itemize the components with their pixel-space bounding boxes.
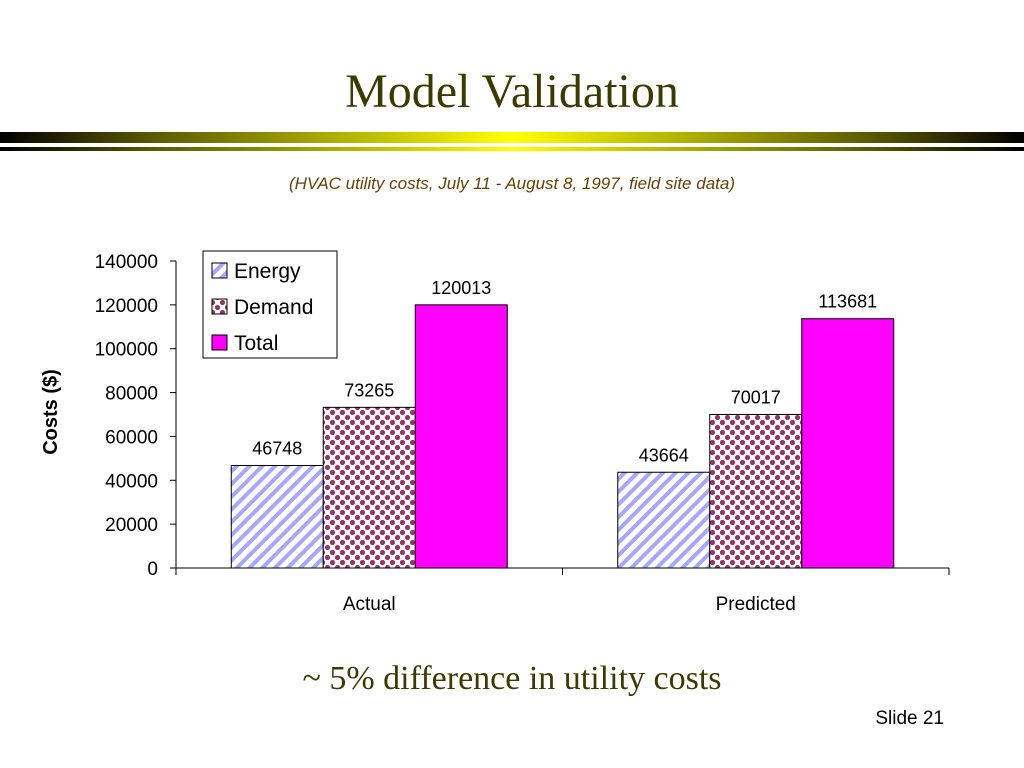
chart-data-labels: 46748 73265 120013 43664 70017 113681 <box>252 278 877 465</box>
x-tick-label: Actual <box>343 594 396 615</box>
chart-bars <box>230 304 895 569</box>
bar-total-predicted <box>801 318 895 569</box>
y-tick-label: 0 <box>147 559 158 580</box>
y-axis-title: Costs ($) <box>40 369 62 455</box>
title-rule-thin <box>0 147 1024 151</box>
bar-chart: 0 20000 40000 60000 80000 100000 120000 140000 A… <box>40 250 950 615</box>
slide-number: Slide 21 <box>875 708 944 729</box>
bar-demand-predicted <box>709 413 803 569</box>
y-tick-label: 60000 <box>105 427 158 448</box>
bottom-summary: ~ 5% difference in utility costs <box>302 660 722 697</box>
data-label-energy-predicted: 43664 <box>639 445 689 465</box>
slide-subtitle: (HVAC utility costs, July 11 - August 8,… <box>289 174 735 193</box>
bar-demand-actual <box>322 406 416 569</box>
legend-swatch-demand <box>211 298 228 315</box>
chart-legend: Energy Demand Total <box>202 250 338 359</box>
y-tick-label: 140000 <box>95 252 158 273</box>
y-tick-label: 40000 <box>105 471 158 492</box>
slide-title: Model Validation <box>345 65 679 118</box>
y-tick-label: 80000 <box>105 384 158 405</box>
y-tick-label: 120000 <box>95 296 158 317</box>
bar-energy-actual <box>230 464 324 569</box>
data-label-demand-predicted: 70017 <box>731 387 781 407</box>
data-label-total-actual: 120013 <box>431 278 491 298</box>
y-tick-label: 100000 <box>95 340 158 361</box>
data-label-energy-actual: 46748 <box>252 438 302 458</box>
legend-label-total: Total <box>234 332 278 355</box>
bar-energy-predicted <box>617 471 711 569</box>
legend-swatch-energy <box>211 262 228 279</box>
chart-axes: 0 20000 40000 60000 80000 100000 120000 140000 A… <box>95 252 950 615</box>
legend-swatch-total <box>211 334 228 351</box>
x-tick-label: Predicted <box>716 594 796 615</box>
legend-label-demand: Demand <box>234 296 313 319</box>
bar-total-actual <box>414 304 508 569</box>
data-label-demand-actual: 73265 <box>344 380 394 400</box>
legend-label-energy: Energy <box>234 260 301 283</box>
title-rule-thick <box>0 132 1024 143</box>
data-label-total-predicted: 113681 <box>818 292 877 312</box>
y-tick-label: 20000 <box>105 515 158 536</box>
